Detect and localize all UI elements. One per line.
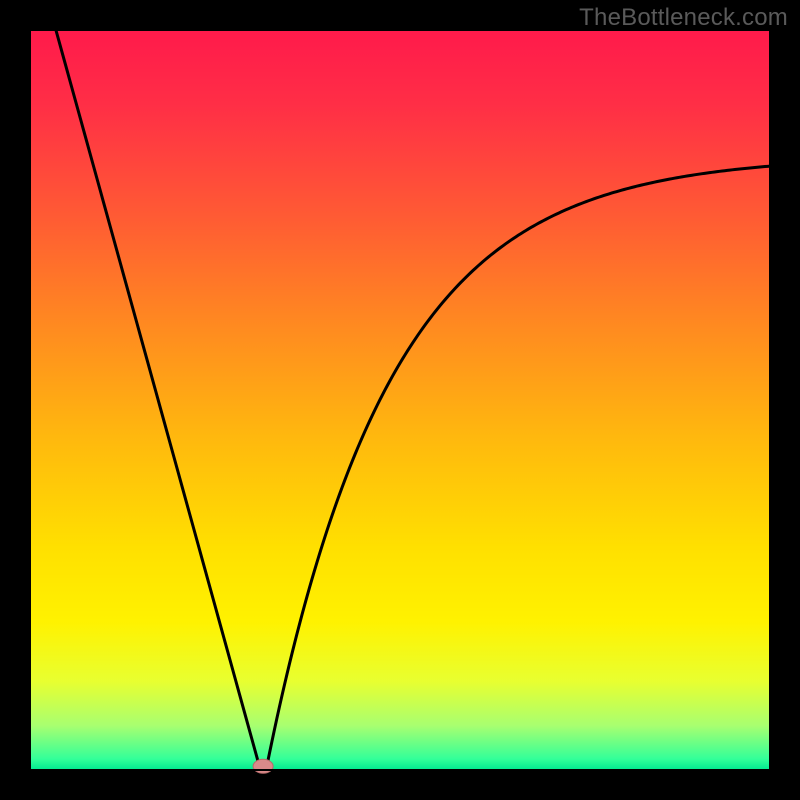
bottleneck-chart: [0, 0, 800, 800]
watermark-text: TheBottleneck.com: [579, 4, 788, 32]
optimal-point-marker: [253, 759, 273, 773]
plot-background-gradient: [30, 30, 770, 770]
